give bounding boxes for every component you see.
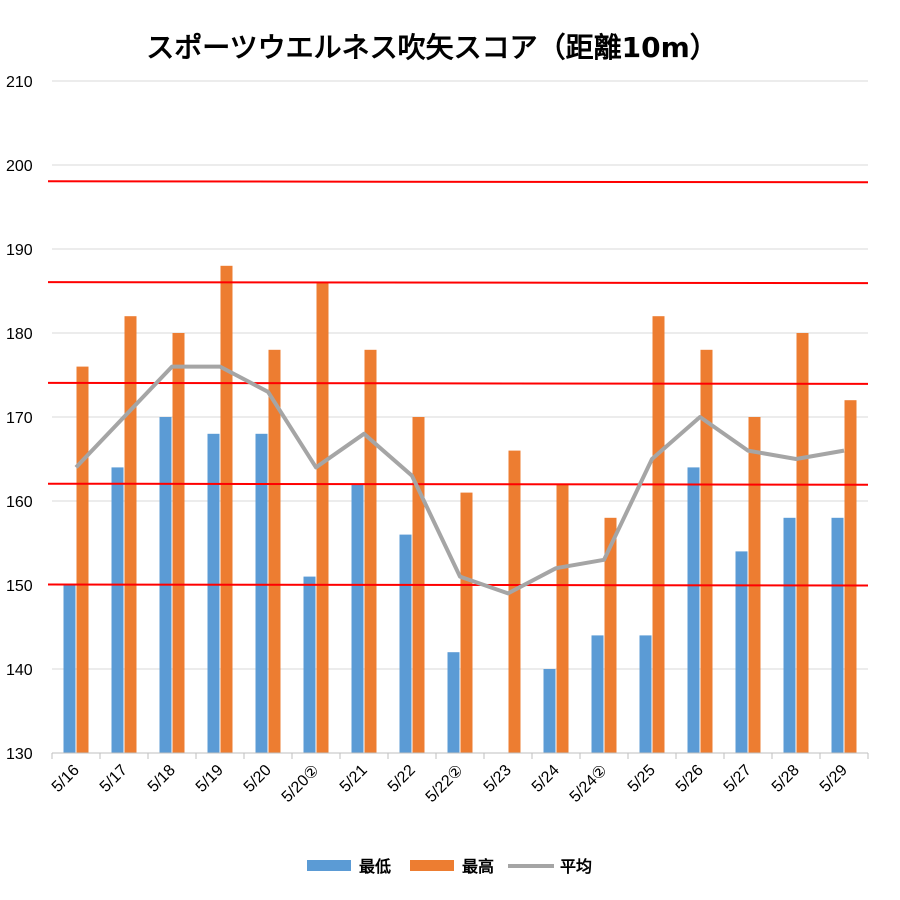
reference-line xyxy=(47,281,869,285)
y-tick-label: 130 xyxy=(6,746,33,763)
line-平均 xyxy=(74,364,845,596)
average-line xyxy=(74,364,845,596)
x-tick-label: 5/29 xyxy=(817,762,851,796)
reference-line xyxy=(47,583,869,587)
x-tick-label: 5/20② xyxy=(279,762,323,806)
bar-最高-5/16 xyxy=(76,366,89,753)
y-axis-ticks: 130 140 150 160 170 180 190 200 210 xyxy=(6,74,33,763)
y-tick-label: 170 xyxy=(6,410,33,427)
x-tick-label: 5/19 xyxy=(193,762,227,796)
reference-line xyxy=(47,180,869,184)
x-tick-label: 5/20 xyxy=(241,762,275,796)
bar-最高-5/20 xyxy=(268,349,281,753)
bar-最高-5/17 xyxy=(124,316,137,753)
bar-最低-5/27 xyxy=(735,551,748,753)
y-tick-label: 180 xyxy=(6,326,33,343)
bar-最高-5/19 xyxy=(220,265,233,753)
x-tick-label: 5/22② xyxy=(423,762,467,806)
x-tick-label: 5/23 xyxy=(481,762,515,796)
bar-最低-5/19 xyxy=(207,433,220,753)
bar-最低-5/29 xyxy=(831,517,844,753)
y-tick-label: 210 xyxy=(6,74,33,91)
x-tick-label: 5/24② xyxy=(567,762,611,806)
legend-label-最低: 最低 xyxy=(359,857,391,876)
bar-最低-5/25 xyxy=(639,635,652,753)
legend-label-最高: 最高 xyxy=(462,857,494,876)
bar-最高-5/24② xyxy=(604,517,617,753)
reference-line xyxy=(47,381,869,385)
legend-swatch-最高 xyxy=(410,860,454,871)
bar-最低-5/24 xyxy=(543,669,556,753)
bar-最高-5/28 xyxy=(796,333,809,753)
bar-最低-5/20 xyxy=(255,433,268,753)
reference-lines xyxy=(47,180,869,587)
bar-最低-5/16 xyxy=(63,585,76,753)
bar-最低-5/28 xyxy=(783,517,796,753)
x-tick-label: 5/26 xyxy=(673,762,707,796)
chart-title: スポーツウエルネス吹矢スコア（距離10m） xyxy=(146,31,718,64)
x-tick-label: 5/16 xyxy=(49,762,83,796)
bar-最低-5/22② xyxy=(447,652,460,753)
y-tick-label: 160 xyxy=(6,494,33,511)
bar-最高-5/24 xyxy=(556,484,569,753)
bar-最低-5/24② xyxy=(591,635,604,753)
bar-最低-5/17 xyxy=(111,467,124,753)
x-tick-label: 5/21 xyxy=(337,762,371,796)
bar-最高-5/29 xyxy=(844,400,857,753)
bar-最高-5/23 xyxy=(508,450,521,753)
bar-最高-5/25 xyxy=(652,316,665,753)
bar-最低-5/21 xyxy=(351,484,364,753)
bar-最高-5/26 xyxy=(700,349,713,753)
x-axis: 5/16 5/17 5/18 5/19 5/20 5/20② 5/21 5/22 5/22② 5/… xyxy=(49,752,869,806)
x-tick-label: 5/25 xyxy=(625,762,659,796)
bar-最高-5/22② xyxy=(460,492,473,753)
bar-最高-5/21 xyxy=(364,349,377,753)
y-tick-label: 200 xyxy=(6,158,33,175)
legend-swatch-最低 xyxy=(307,860,351,871)
x-tick-label: 5/17 xyxy=(97,762,131,796)
y-tick-label: 190 xyxy=(6,242,33,259)
bar-最低-5/22 xyxy=(399,534,412,753)
bar-最低-5/26 xyxy=(687,467,700,753)
x-tick-label: 5/27 xyxy=(721,762,755,796)
legend: 最低 最高 平均 xyxy=(307,857,592,876)
x-tick-label: 5/24 xyxy=(529,762,563,796)
bar-最低-5/20② xyxy=(303,576,316,753)
bar-最高-5/20② xyxy=(316,282,329,753)
x-tick-label: 5/22 xyxy=(385,762,419,796)
x-tick-label: 5/18 xyxy=(145,762,179,796)
legend-label-平均: 平均 xyxy=(560,857,592,876)
reference-line xyxy=(47,482,869,486)
x-tick-label: 5/28 xyxy=(769,762,803,796)
y-tick-label: 140 xyxy=(6,662,33,679)
bar-最高-5/18 xyxy=(172,333,185,753)
bars xyxy=(63,265,857,753)
y-tick-label: 150 xyxy=(6,578,33,595)
